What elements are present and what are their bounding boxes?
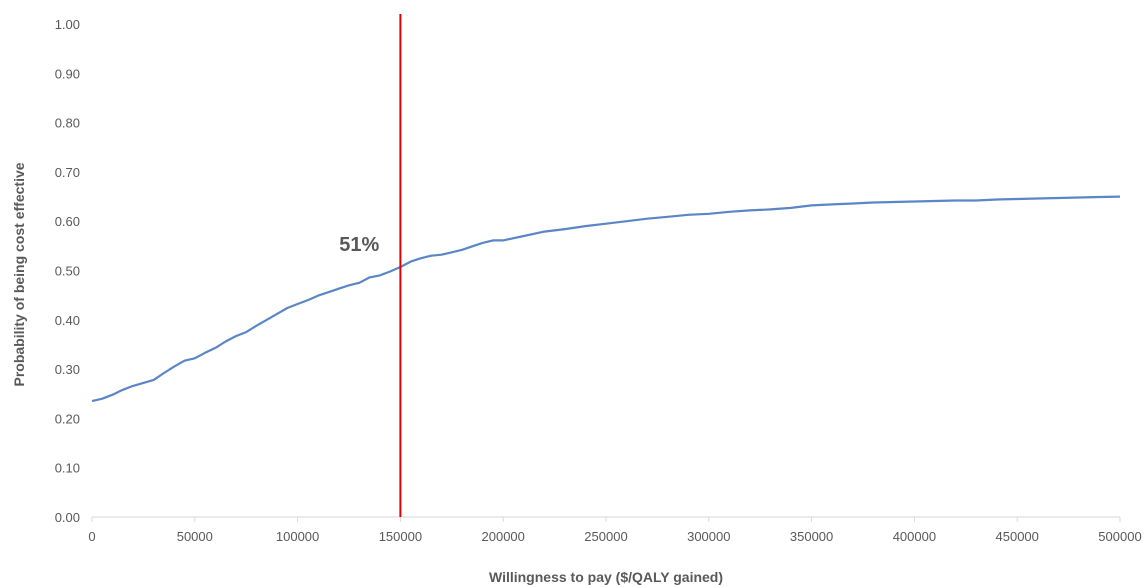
x-axis-title: Willingness to pay ($/QALY gained) <box>489 569 723 585</box>
x-tick-label: 200000 <box>482 529 525 544</box>
x-tick-label: 250000 <box>584 529 627 544</box>
x-tick-label: 0 <box>88 529 95 544</box>
y-tick-label: 0.60 <box>55 214 80 229</box>
y-tick-label: 0.00 <box>55 510 80 525</box>
x-tick-label: 150000 <box>379 529 422 544</box>
x-tick-label: 300000 <box>687 529 730 544</box>
ceac-series-line <box>91 195 1121 403</box>
y-tick-label: 0.50 <box>55 264 80 279</box>
y-tick-label: 0.20 <box>55 411 80 426</box>
x-tick-label: 500000 <box>1098 529 1141 544</box>
y-tick-label: 0.70 <box>55 165 80 180</box>
x-tick-label: 100000 <box>276 529 319 544</box>
y-tick-label: 0.30 <box>55 362 80 377</box>
y-tick-label: 0.80 <box>55 116 80 131</box>
probability-annotation: 51% <box>339 234 379 256</box>
y-tick-label: 0.40 <box>55 313 80 328</box>
x-tick-label: 350000 <box>790 529 833 544</box>
y-tick-label: 1.00 <box>55 17 80 32</box>
y-axis-title: Probability of being cost effective <box>11 162 27 386</box>
y-axis-ticks: 0.00 0.10 0.20 0.30 0.40 0.50 0.60 0.70 0.80 0.90… <box>55 17 80 525</box>
x-tick-label: 50000 <box>177 529 213 544</box>
annotation-layer: 51% <box>339 234 379 256</box>
x-axis-ticks: 0 50000 100000 150000 200000 250000 300000 3500… <box>88 517 1142 544</box>
x-tick-label: 450000 <box>996 529 1039 544</box>
x-tick-label: 400000 <box>893 529 936 544</box>
y-tick-label: 0.90 <box>55 66 80 81</box>
y-tick-label: 0.10 <box>55 461 80 476</box>
series-layer <box>91 195 1121 403</box>
